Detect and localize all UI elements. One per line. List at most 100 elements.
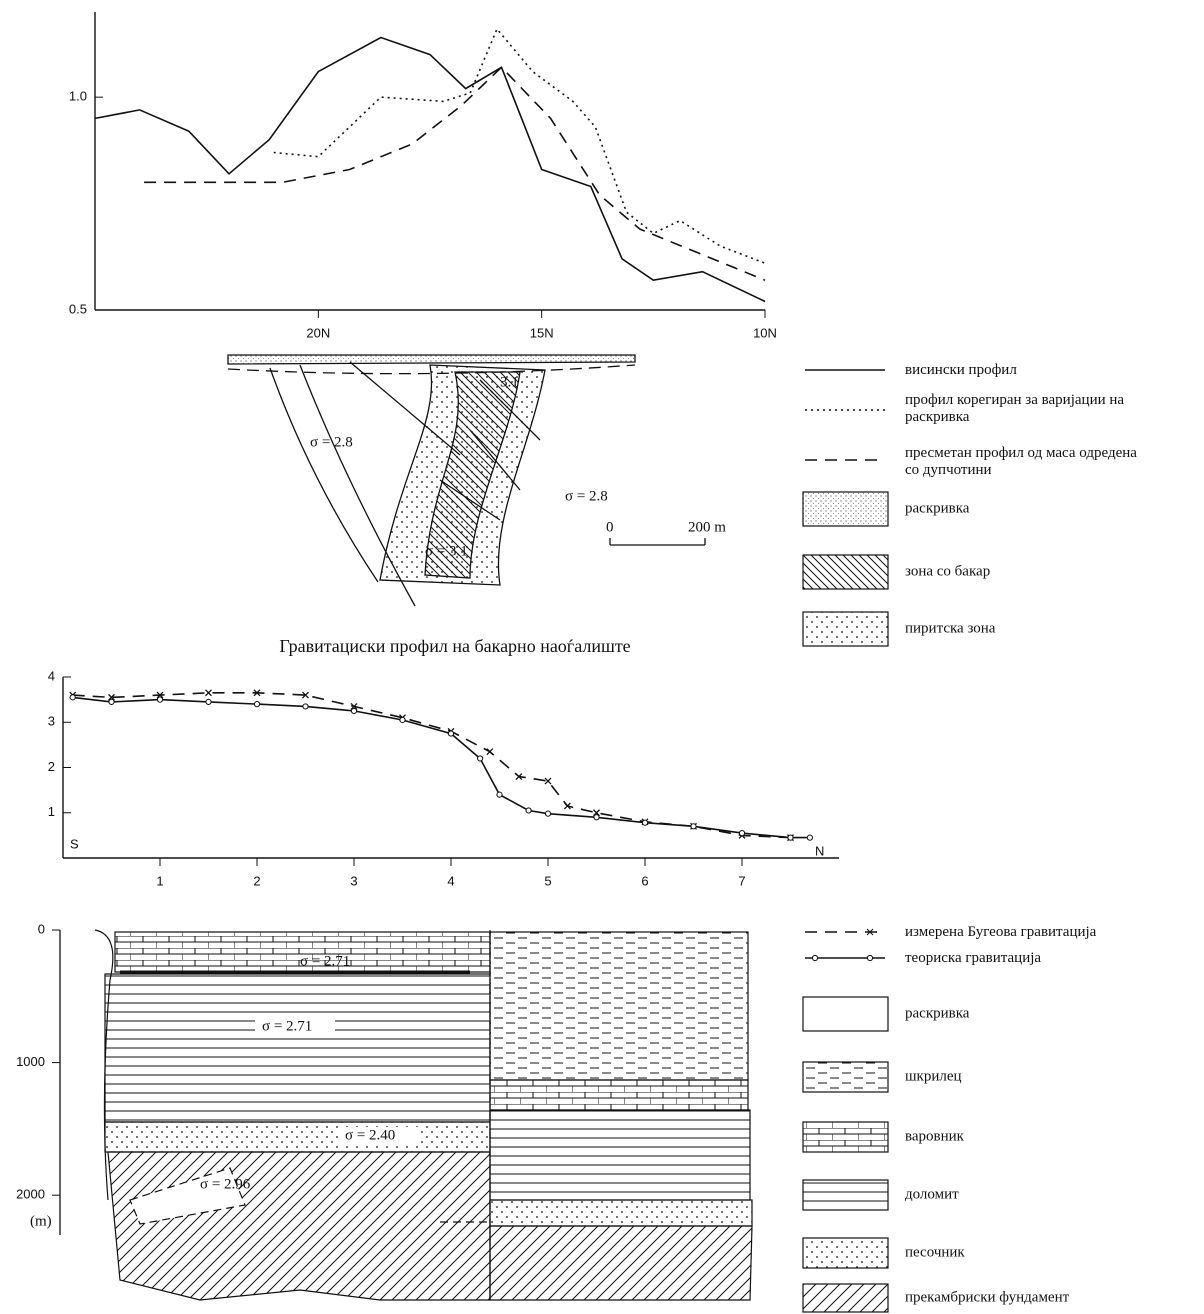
legend-label: профил корегиран за варијации на раскрив… (905, 392, 1145, 426)
series-line (274, 29, 765, 263)
density-label: σ = 3.1 (425, 543, 468, 559)
point (497, 792, 502, 797)
y-tick-label: 4 (48, 668, 55, 683)
depth-unit: (m) (30, 1213, 52, 1229)
density-label: σ = 2.96 (200, 1176, 251, 1192)
scale-label: 0 (606, 519, 614, 535)
x-tick-label: 7 (738, 873, 745, 888)
shale (490, 932, 748, 1080)
dolomite (490, 1110, 750, 1200)
density-label: σ = 2.8 (565, 488, 608, 504)
annotation: S (70, 836, 79, 851)
series-line (144, 67, 765, 280)
point (487, 749, 493, 755)
point (526, 808, 531, 813)
point (254, 702, 259, 707)
point (691, 824, 696, 829)
x-tick-label: 3 (350, 873, 357, 888)
dolomite (105, 974, 490, 1122)
basement (490, 1226, 752, 1300)
legend-swatch (803, 997, 888, 1031)
depth-label: 2000 (16, 1187, 45, 1202)
chart: 1 2 3 4 1 2 3 4 5 6 7 S N (48, 668, 839, 888)
fault-line (270, 368, 378, 582)
density-label: 3.1 (500, 374, 519, 390)
y-tick-label: 2 (48, 759, 55, 774)
legend-label: раскривка (905, 500, 970, 516)
annotation: N (815, 843, 824, 858)
y-tick-label: 3 (48, 714, 55, 729)
legend-swatch (803, 1238, 888, 1268)
density-label: σ = 2.40 (345, 1127, 395, 1143)
depth-label: 0 (38, 921, 45, 936)
point (807, 835, 812, 840)
legend-label: пиритска зона (905, 620, 996, 636)
x-tick-label: 1 (156, 873, 163, 888)
point (400, 717, 405, 722)
legend-marker (867, 955, 872, 960)
legend-swatch (803, 555, 888, 589)
density-label: σ = 2.8 (310, 434, 353, 450)
point (157, 697, 162, 702)
series-line (73, 693, 791, 838)
x-tick-label: 5 (544, 873, 551, 888)
x-tick-label: 2 (253, 873, 260, 888)
sandstone (105, 1122, 490, 1152)
series-line (95, 38, 765, 302)
point (545, 811, 550, 816)
legend-label: доломит (905, 1186, 959, 1202)
x-tick-label: 20N (306, 325, 330, 340)
point (70, 695, 75, 700)
legend-label: теориска гравитација (905, 950, 1145, 967)
legend-swatch (803, 1284, 888, 1312)
point (351, 708, 356, 713)
density-label: σ = 2.71 (262, 1018, 312, 1034)
series-line (73, 697, 810, 837)
limestone (490, 1080, 748, 1110)
x-tick-label: 10N (753, 325, 777, 340)
cross-section (228, 355, 705, 606)
caption: Гравитациски профил на бакарно наоѓалишт… (279, 636, 630, 656)
legend-swatch (803, 492, 888, 526)
legend-swatch (803, 612, 888, 646)
point (448, 731, 453, 736)
legend-label: пресметан профил од маса одредена со дуп… (905, 445, 1145, 479)
column (95, 930, 752, 1300)
x-tick-label: 4 (447, 873, 454, 888)
point (206, 699, 211, 704)
legend-label: висински профил (905, 362, 1145, 379)
legend-label: прекамбриски фундамент (905, 1289, 1070, 1305)
figure: σ = 2.8 σ = 2.8 σ = 3.1 3.1 0 200 m Грав… (0, 0, 1204, 1314)
scale-label: 200 m (688, 519, 726, 535)
sandstone (490, 1200, 752, 1226)
x-tick-label: 6 (641, 873, 648, 888)
legend-label: зона со бакар (905, 563, 990, 579)
basement (108, 1152, 490, 1300)
legend-swatch (803, 1180, 888, 1210)
point (109, 699, 114, 704)
page: σ = 2.8 σ = 2.8 σ = 3.1 3.1 0 200 m Грав… (0, 0, 1204, 1314)
point (206, 690, 212, 696)
point (303, 704, 308, 709)
density-label: σ = 2.71 (300, 953, 350, 969)
y-tick-label: 1 (48, 804, 55, 819)
legend-label: измерена Бугеова гравитација (905, 924, 1145, 941)
legend-label: шкрилец (905, 1068, 962, 1084)
point (788, 835, 793, 840)
legend-marker (812, 955, 817, 960)
depth-label: 1000 (16, 1054, 45, 1069)
legend-label: варовник (905, 1128, 965, 1144)
point (642, 820, 647, 825)
legend-label: песочник (905, 1244, 965, 1260)
point (739, 831, 744, 836)
point (594, 815, 599, 820)
point (545, 778, 551, 784)
point (478, 756, 483, 761)
legend-swatch (803, 1122, 888, 1152)
y-tick-label: 1.0 (69, 89, 87, 104)
x-tick-label: 15N (530, 325, 554, 340)
legend-swatches (803, 492, 888, 1312)
overburden (228, 355, 635, 364)
legend-label: раскривка (905, 1005, 970, 1021)
